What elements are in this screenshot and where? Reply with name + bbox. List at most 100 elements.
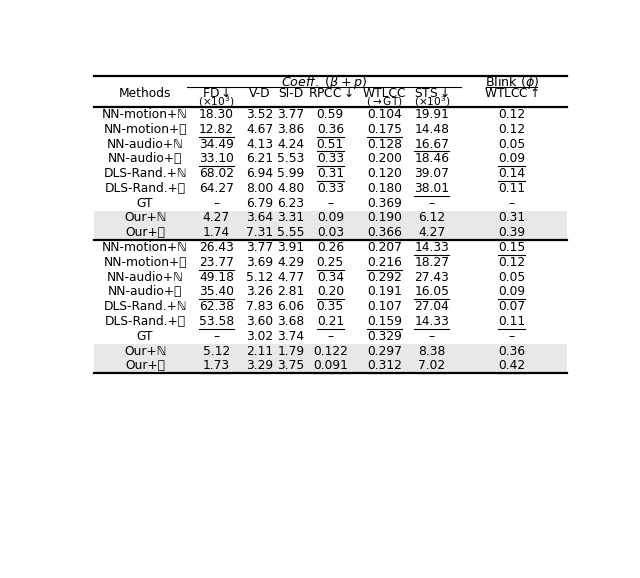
Text: 0.26: 0.26 — [317, 241, 344, 254]
Text: V-D: V-D — [249, 87, 271, 100]
Text: 0.159: 0.159 — [367, 315, 402, 328]
Text: 23.77: 23.77 — [199, 256, 234, 269]
Text: 35.40: 35.40 — [199, 286, 234, 298]
Text: 0.15: 0.15 — [498, 241, 525, 254]
Text: 0.09: 0.09 — [498, 153, 525, 165]
Text: 0.107: 0.107 — [367, 300, 402, 313]
Text: 0.175: 0.175 — [367, 123, 402, 136]
Text: $(\times10^3)$: $(\times10^3)$ — [413, 94, 450, 109]
Text: 0.190: 0.190 — [367, 212, 402, 224]
Text: 1.79: 1.79 — [277, 344, 305, 358]
Text: 62.38: 62.38 — [199, 300, 234, 313]
Text: –: – — [509, 329, 515, 343]
Text: 0.42: 0.42 — [498, 360, 525, 372]
Text: DLS-Rand.+ℕ: DLS-Rand.+ℕ — [103, 167, 187, 180]
Bar — [94, 210, 566, 225]
Text: 4.24: 4.24 — [277, 138, 305, 150]
Text: 0.31: 0.31 — [317, 167, 344, 180]
Text: 8.00: 8.00 — [246, 182, 273, 195]
Text: DLS-Rand.+핌: DLS-Rand.+핌 — [104, 315, 186, 328]
Text: 12.82: 12.82 — [199, 123, 234, 136]
Text: Our+핌: Our+핌 — [125, 226, 165, 239]
Text: –: – — [213, 329, 220, 343]
Text: Our+ℕ: Our+ℕ — [124, 344, 166, 358]
Text: NN-audio+핌: NN-audio+핌 — [108, 153, 182, 165]
Text: 0.36: 0.36 — [317, 123, 344, 136]
Text: 3.64: 3.64 — [246, 212, 273, 224]
Text: 3.77: 3.77 — [277, 108, 305, 121]
Text: 0.34: 0.34 — [317, 271, 344, 284]
Text: 3.02: 3.02 — [246, 329, 273, 343]
Text: 6.23: 6.23 — [277, 197, 305, 210]
Text: 6.94: 6.94 — [246, 167, 273, 180]
Text: 27.43: 27.43 — [415, 271, 449, 284]
Text: 7.31: 7.31 — [246, 226, 273, 239]
Text: 4.29: 4.29 — [277, 256, 305, 269]
Text: 3.60: 3.60 — [246, 315, 273, 328]
Text: 38.01: 38.01 — [414, 182, 449, 195]
Text: 0.31: 0.31 — [498, 212, 525, 224]
Text: 0.104: 0.104 — [367, 108, 402, 121]
Bar — [94, 358, 566, 373]
Text: STS$\downarrow$: STS$\downarrow$ — [414, 87, 449, 100]
Text: 34.49: 34.49 — [199, 138, 234, 150]
Text: 0.35: 0.35 — [317, 300, 344, 313]
Text: 0.292: 0.292 — [367, 271, 402, 284]
Text: 3.26: 3.26 — [246, 286, 273, 298]
Text: 0.09: 0.09 — [317, 212, 344, 224]
Text: –: – — [327, 329, 333, 343]
Text: 19.91: 19.91 — [415, 108, 449, 121]
Text: 2.11: 2.11 — [246, 344, 273, 358]
Text: NN-motion+ℕ: NN-motion+ℕ — [102, 108, 188, 121]
Text: 26.43: 26.43 — [199, 241, 234, 254]
Text: 0.20: 0.20 — [317, 286, 344, 298]
Text: 3.74: 3.74 — [277, 329, 305, 343]
Text: 6.79: 6.79 — [246, 197, 273, 210]
Text: Our+ℕ: Our+ℕ — [124, 212, 166, 224]
Text: NN-audio+ℕ: NN-audio+ℕ — [107, 138, 184, 150]
Text: 0.36: 0.36 — [498, 344, 525, 358]
Text: 0.091: 0.091 — [313, 360, 348, 372]
Text: 0.11: 0.11 — [498, 315, 525, 328]
Text: NN-motion+핌: NN-motion+핌 — [103, 256, 187, 269]
Text: 3.31: 3.31 — [277, 212, 305, 224]
Text: DLS-Rand.+ℕ: DLS-Rand.+ℕ — [103, 300, 187, 313]
Text: 0.09: 0.09 — [498, 286, 525, 298]
Text: 49.18: 49.18 — [199, 271, 234, 284]
Text: 6.21: 6.21 — [246, 153, 273, 165]
Text: –: – — [327, 197, 333, 210]
Text: 0.12: 0.12 — [498, 123, 525, 136]
Text: 33.10: 33.10 — [199, 153, 234, 165]
Text: 0.122: 0.122 — [313, 344, 348, 358]
Text: NN-motion+ℕ: NN-motion+ℕ — [102, 241, 188, 254]
Text: 3.86: 3.86 — [277, 123, 305, 136]
Text: 0.11: 0.11 — [498, 182, 525, 195]
Text: 3.77: 3.77 — [246, 241, 273, 254]
Text: GT: GT — [137, 329, 154, 343]
Text: 18.46: 18.46 — [414, 153, 449, 165]
Text: 0.12: 0.12 — [498, 108, 525, 121]
Text: 1.74: 1.74 — [203, 226, 230, 239]
Text: Our+핌: Our+핌 — [125, 360, 165, 372]
Text: RPCC$\downarrow$: RPCC$\downarrow$ — [308, 87, 353, 100]
Text: $\mathit{Coeff.}\ (\beta+p)$: $\mathit{Coeff.}\ (\beta+p)$ — [281, 74, 367, 91]
Text: 0.369: 0.369 — [367, 197, 402, 210]
Text: NN-motion+핌: NN-motion+핌 — [103, 123, 187, 136]
Text: 3.29: 3.29 — [246, 360, 273, 372]
Text: 0.297: 0.297 — [367, 344, 402, 358]
Text: 18.27: 18.27 — [414, 256, 449, 269]
Text: 0.59: 0.59 — [317, 108, 344, 121]
Text: 3.91: 3.91 — [277, 241, 305, 254]
Bar — [94, 344, 566, 358]
Text: $\mathrm{Blink}\ (\phi)$: $\mathrm{Blink}\ (\phi)$ — [484, 74, 539, 91]
Text: 3.52: 3.52 — [246, 108, 273, 121]
Text: NN-audio+핌: NN-audio+핌 — [108, 286, 182, 298]
Text: 6.12: 6.12 — [419, 212, 445, 224]
Text: 0.33: 0.33 — [317, 182, 344, 195]
Text: FD$\downarrow$: FD$\downarrow$ — [202, 87, 230, 100]
Text: WTLCC: WTLCC — [363, 87, 406, 100]
Text: –: – — [509, 197, 515, 210]
Text: 64.27: 64.27 — [199, 182, 234, 195]
Text: –: – — [429, 329, 435, 343]
Text: 39.07: 39.07 — [415, 167, 449, 180]
